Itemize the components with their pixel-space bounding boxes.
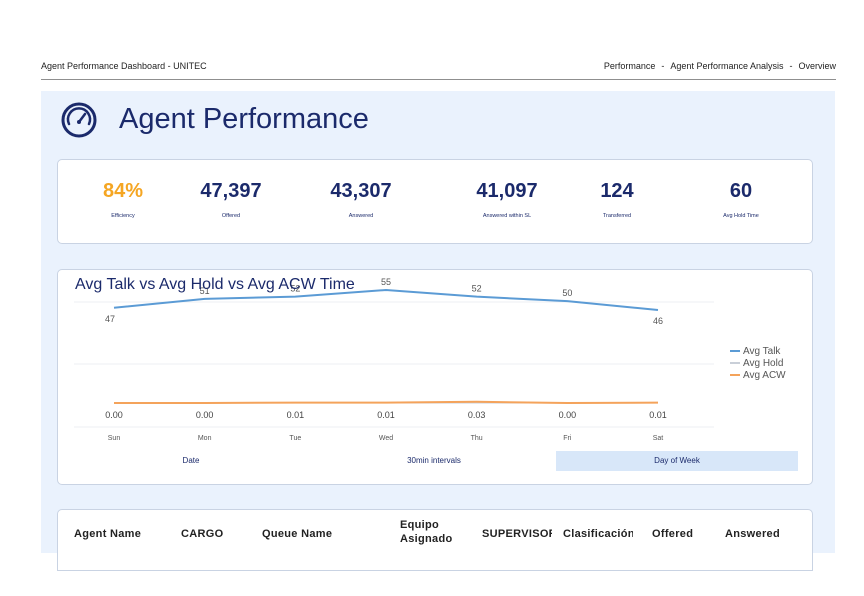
- x-tick-label: Wed: [379, 435, 393, 442]
- x-tick-label: Sun: [108, 435, 121, 442]
- x-tick-label: Tue: [289, 435, 301, 442]
- column-header-clasificacion[interactable]: Clasificación: [563, 528, 633, 540]
- legend-label: Avg Hold: [743, 357, 784, 369]
- view-toggle: Date 30min intervals Day of Week: [70, 451, 798, 471]
- data-label-avg-acw: 0.00: [559, 410, 577, 420]
- toggle-date[interactable]: Date: [182, 456, 200, 465]
- column-header-cargo[interactable]: CARGO: [181, 528, 224, 540]
- breadcrumb: Performance - Agent Performance Analysis - O…: [604, 61, 836, 71]
- legend-swatch: [730, 350, 740, 352]
- column-header-answered[interactable]: Answered: [725, 528, 780, 540]
- legend-label: Avg Talk: [743, 345, 781, 357]
- kpi-value: 47,397: [200, 180, 262, 202]
- data-label-avg-acw: 0.01: [649, 410, 667, 420]
- column-header-supervisor[interactable]: SUPERVISOR: [482, 528, 552, 540]
- kpi-value: 41,097: [476, 180, 538, 202]
- agent-table: Agent Name CARGO Queue Name Equipo Asign…: [57, 509, 813, 571]
- column-header-agent-name[interactable]: Agent Name: [74, 528, 142, 540]
- chart-title: Avg Talk vs Avg Hold vs Avg ACW Time: [75, 276, 355, 293]
- breadcrumb-separator: -: [661, 61, 665, 71]
- kpi-transferred: 124 Transferred: [552, 180, 682, 219]
- kpi-card: 84% Efficiency 47,397 Offered 43,307 Ans…: [57, 159, 813, 244]
- x-tick-label: Sat: [653, 435, 664, 442]
- toggle-30min-intervals[interactable]: 30min intervals: [407, 456, 461, 465]
- data-label-avg-acw: 0.01: [377, 410, 395, 420]
- data-label-avg-talk: 50: [562, 288, 572, 298]
- chart-card: 47 51 52 55 52 50 46 0.00 0.00 0.01 0.01 0.03 0.00 0.…: [57, 269, 813, 485]
- legend-item-avg-acw[interactable]: Avg ACW: [730, 369, 786, 381]
- breadcrumb-item-performance[interactable]: Performance: [603, 61, 656, 71]
- kpi-value: 43,307: [330, 180, 392, 202]
- data-label-avg-talk: 52: [290, 284, 300, 294]
- kpi-answered-within-sl: 41,097 Answered within SL: [442, 180, 572, 219]
- kpi-label: Answered within SL: [482, 213, 532, 219]
- breadcrumb-separator: -: [789, 61, 793, 71]
- data-label-avg-acw: 0.00: [105, 410, 123, 420]
- breadcrumb-item-overview[interactable]: Overview: [798, 61, 836, 71]
- x-tick-label: Thu: [471, 435, 483, 442]
- data-label-avg-talk: 46: [653, 316, 663, 326]
- data-label-avg-acw: 0.00: [196, 410, 214, 420]
- data-label-avg-acw: 0.01: [287, 410, 305, 420]
- column-header-equipo-asignado[interactable]: Equipo Asignado: [400, 519, 453, 545]
- series-line-avg-talk: [113, 288, 659, 311]
- data-label-avg-talk: 47: [105, 314, 115, 324]
- kpi-label: Efficiency: [111, 213, 135, 219]
- column-header-offered[interactable]: Offered: [652, 528, 694, 540]
- kpi-label: Avg Hold Time: [723, 213, 759, 219]
- kpi-offered: 47,397 Offered: [166, 180, 296, 219]
- page-title: Agent Performance: [119, 103, 369, 135]
- kpi-answered: 43,307 Answered: [296, 180, 426, 219]
- kpi-label: Answered: [348, 213, 374, 219]
- chart-legend: Avg Talk Avg Hold Avg ACW: [730, 345, 786, 381]
- breadcrumb-item-agent-performance-analysis[interactable]: Agent Performance Analysis: [670, 61, 784, 71]
- x-tick-label: Mon: [198, 435, 212, 442]
- kpi-avg-hold-time: 60 Avg Hold Time: [676, 180, 806, 219]
- dashboard-title: Agent Performance Dashboard - UNITEC: [41, 61, 207, 71]
- data-label-avg-acw: 0.03: [468, 410, 486, 420]
- kpi-value: 84%: [102, 180, 144, 202]
- series-line-avg-acw: [114, 400, 659, 405]
- column-header-queue-name[interactable]: Queue Name: [262, 528, 333, 540]
- line-chart: 47 51 52 55 52 50 46 0.00 0.00 0.01 0.01 0.03 0.00 0.…: [74, 277, 714, 442]
- legend-item-avg-talk[interactable]: Avg Talk: [730, 345, 786, 357]
- x-tick-label: Fri: [563, 435, 572, 442]
- gauge-icon: [61, 102, 97, 138]
- top-bar: Agent Performance Dashboard - UNITEC Per…: [41, 59, 836, 80]
- data-label-avg-talk: 52: [472, 284, 482, 294]
- legend-swatch: [730, 362, 740, 364]
- kpi-efficiency: 84% Efficiency: [58, 180, 188, 219]
- data-label-avg-talk: 51: [200, 286, 210, 296]
- kpi-label: Offered: [221, 213, 241, 219]
- data-label-avg-talk: 55: [381, 277, 391, 287]
- dashboard-canvas: Agent Performance 84% Efficiency 47,397 …: [41, 91, 835, 571]
- legend-swatch: [730, 374, 740, 376]
- kpi-value: 124: [600, 180, 634, 202]
- toggle-day-of-week[interactable]: Day of Week: [556, 451, 798, 471]
- kpi-value: 60: [729, 180, 753, 202]
- legend-label: Avg ACW: [743, 369, 786, 381]
- kpi-label: Transferred: [602, 213, 632, 219]
- legend-item-avg-hold[interactable]: Avg Hold: [730, 357, 786, 369]
